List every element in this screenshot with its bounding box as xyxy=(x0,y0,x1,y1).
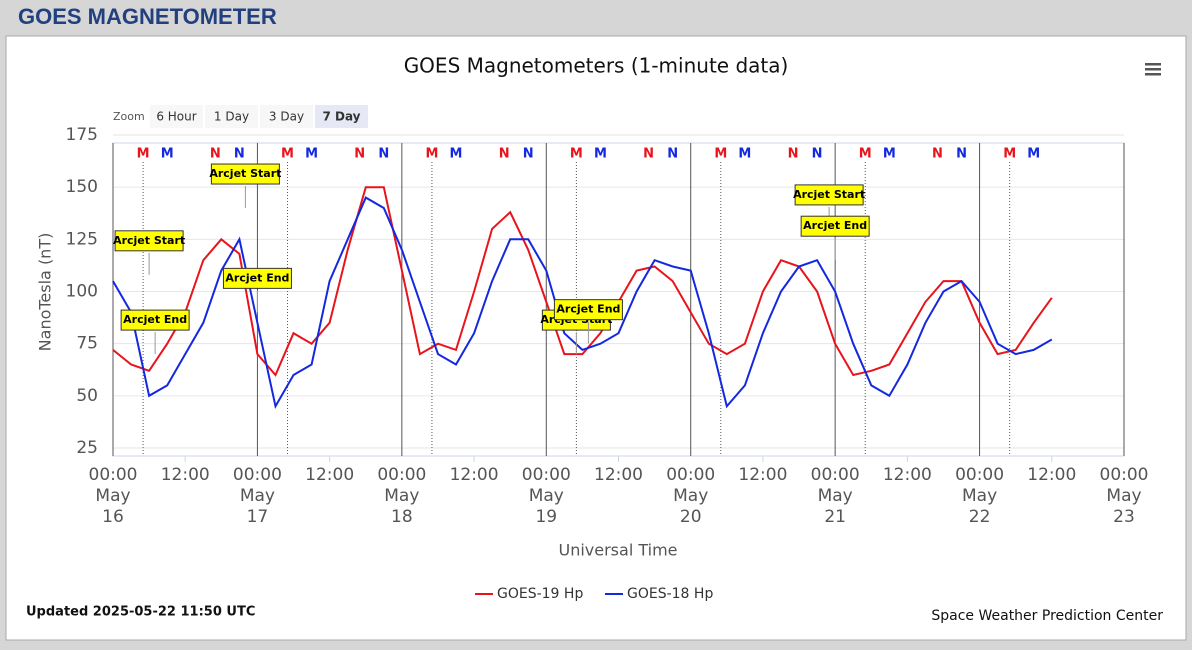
zoom-button-bg xyxy=(150,105,203,128)
x-tick-label: 00:00 May 20 xyxy=(666,465,715,527)
x-tick-label: 12:00 xyxy=(305,465,354,485)
marker-label: N xyxy=(812,147,823,162)
marker-label: N xyxy=(643,147,654,162)
zoom-label: Zoom xyxy=(113,110,145,123)
y-tick-label: 175 xyxy=(66,125,98,145)
y-tick-label: 50 xyxy=(76,386,98,406)
x-tick-label: 12:00 xyxy=(450,465,499,485)
series-line xyxy=(112,196,1053,410)
legend-label: GOES-19 Hp xyxy=(497,586,583,602)
marker-label: N xyxy=(354,147,365,162)
annotation-box xyxy=(553,299,623,321)
y-tick-label: 150 xyxy=(66,177,98,197)
annotation-label: Arcjet End xyxy=(803,219,867,232)
zoom-button-bg xyxy=(205,105,258,128)
marker-label: M xyxy=(425,147,438,162)
zoom-button-bg xyxy=(315,105,368,128)
annotation-label: Arcjet Start xyxy=(793,188,865,201)
marker-label: M xyxy=(594,147,607,162)
marker-label: M xyxy=(1003,147,1016,162)
header-title: GOES MAGNETOMETER xyxy=(18,4,277,29)
x-axis-label: Universal Time xyxy=(558,541,677,560)
zoom-button-label: 6 Hour xyxy=(156,110,196,124)
zoom-button[interactable]: 1 Day xyxy=(205,105,258,128)
marker-label: N xyxy=(378,147,389,162)
x-tick-label: 12:00 xyxy=(738,465,787,485)
zoom-button-bg xyxy=(260,105,313,128)
annotation-box xyxy=(222,267,292,289)
y-tick-label: 100 xyxy=(66,282,98,302)
marker-label: M xyxy=(714,147,727,162)
x-tick-label: 00:00 May 19 xyxy=(522,465,571,527)
zoom-button[interactable]: 3 Day xyxy=(260,105,313,128)
marker-label: M xyxy=(570,147,583,162)
y-axis-label: NanoTesla (nT) xyxy=(36,233,55,352)
marker-label: N xyxy=(499,147,510,162)
zoom-button[interactable]: 6 Hour xyxy=(150,105,203,128)
annotation-label: Arcjet End xyxy=(556,303,620,316)
annotation-box xyxy=(800,215,870,237)
x-tick-label: 12:00 xyxy=(594,465,643,485)
y-tick-label: 125 xyxy=(66,229,98,249)
chart-title: GOES Magnetometers (1-minute data) xyxy=(404,54,789,78)
zoom-button-label: 3 Day xyxy=(269,110,304,124)
y-tick-label: 75 xyxy=(76,334,98,354)
marker-label: M xyxy=(137,147,150,162)
marker-label: N xyxy=(210,147,221,162)
y-tick-label: 25 xyxy=(76,438,98,458)
annotation-box xyxy=(114,230,184,252)
x-tick-label: 12:00 xyxy=(883,465,932,485)
updated-text: Updated 2025-05-22 11:50 UTC xyxy=(26,605,255,620)
marker-label: N xyxy=(234,147,245,162)
x-tick-label: 00:00 May 17 xyxy=(233,465,282,527)
zoom-button-label: 7 Day xyxy=(322,110,360,124)
x-tick-label: 12:00 xyxy=(1027,465,1076,485)
credit-text: Space Weather Prediction Center xyxy=(931,608,1163,624)
annotation-label: Arcjet End xyxy=(225,271,289,284)
zoom-button[interactable]: 7 Day xyxy=(315,105,368,128)
marker-label: N xyxy=(523,147,534,162)
marker-label: M xyxy=(738,147,751,162)
annotation-box xyxy=(120,309,190,331)
x-tick-label: 00:00 May 23 xyxy=(1100,465,1149,527)
marker-label: M xyxy=(161,147,174,162)
marker-label: N xyxy=(932,147,943,162)
marker-label: M xyxy=(1027,147,1040,162)
marker-label: M xyxy=(281,147,294,162)
annotation-label: Arcjet End xyxy=(123,313,187,326)
marker-label: N xyxy=(788,147,799,162)
x-tick-label: 00:00 May 16 xyxy=(89,465,138,527)
marker-label: N xyxy=(956,147,967,162)
annotation-label: Arcjet Start xyxy=(113,234,185,247)
marker-label: M xyxy=(450,147,463,162)
menu-icon[interactable] xyxy=(1145,63,1161,76)
x-tick-label: 00:00 May 18 xyxy=(377,465,426,527)
annotation-box xyxy=(210,163,280,185)
marker-label: M xyxy=(859,147,872,162)
series-line xyxy=(112,186,1053,377)
marker-label: M xyxy=(305,147,318,162)
x-tick-label: 00:00 May 22 xyxy=(955,465,1004,527)
annotation-box xyxy=(794,184,864,206)
zoom-button-label: 1 Day xyxy=(214,110,249,124)
annotation-label: Arcjet Start xyxy=(209,167,281,180)
x-tick-label: 00:00 May 21 xyxy=(811,465,860,527)
marker-label: M xyxy=(883,147,896,162)
x-tick-label: 12:00 xyxy=(161,465,210,485)
legend-label: GOES-18 Hp xyxy=(627,586,713,602)
header-bar xyxy=(0,0,1192,34)
marker-label: N xyxy=(667,147,678,162)
